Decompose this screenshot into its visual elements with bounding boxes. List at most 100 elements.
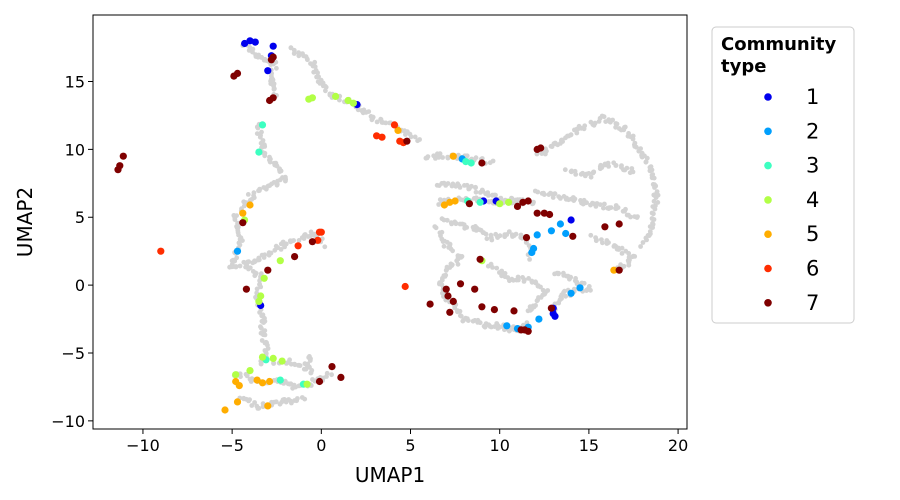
community-4-point xyxy=(276,257,284,265)
x-tick-label: 20 xyxy=(668,436,688,455)
background-point xyxy=(640,240,646,245)
background-point xyxy=(258,330,264,336)
background-point xyxy=(619,251,625,256)
legend-label-6: 6 xyxy=(806,257,819,281)
background-point xyxy=(649,216,655,221)
legend-title-line-2: type xyxy=(721,56,766,77)
community-1-point xyxy=(551,312,559,320)
background-point xyxy=(302,396,308,402)
legend-marker-3 xyxy=(764,161,772,170)
background-point xyxy=(604,241,610,246)
community-6-point xyxy=(294,242,302,250)
y-axis-ticks: −10 −5 0 5 10 15 xyxy=(51,73,93,431)
y-tick-label: −10 xyxy=(51,412,85,431)
community-4-point xyxy=(255,297,263,305)
background-point xyxy=(290,385,295,391)
community-6-point xyxy=(317,228,325,236)
background-point xyxy=(632,254,638,259)
background-point xyxy=(262,332,268,338)
background-point xyxy=(534,298,540,304)
background-point xyxy=(337,97,342,103)
community-7-point xyxy=(601,223,609,231)
background-point xyxy=(458,313,464,319)
background-point xyxy=(450,248,455,254)
x-axis-ticks: −10 −5 0 5 10 15 20 xyxy=(126,429,688,455)
community-7-point xyxy=(442,285,450,293)
background-point xyxy=(649,210,655,216)
community-7-point xyxy=(513,202,522,210)
background-point xyxy=(441,243,447,249)
community-2-point xyxy=(503,322,511,330)
background-point xyxy=(608,119,613,125)
background-point xyxy=(323,88,328,94)
background-point xyxy=(296,53,302,59)
community-6-point xyxy=(390,121,399,129)
community-7-point xyxy=(476,255,484,263)
legend: Community type 1 2 3 4 5 6 7 xyxy=(711,26,855,324)
background-point xyxy=(520,275,525,280)
background-point xyxy=(624,165,630,171)
background-point xyxy=(240,238,245,244)
community-7-point xyxy=(524,197,532,205)
background-point xyxy=(296,362,302,368)
background-point xyxy=(630,169,636,175)
legend-label-2: 2 xyxy=(806,119,819,143)
background-point xyxy=(273,243,279,249)
community-5-point xyxy=(610,266,618,274)
background-point xyxy=(494,265,500,271)
legend-marker-7 xyxy=(764,299,772,307)
community-7-point xyxy=(426,300,434,308)
background-point xyxy=(477,320,483,326)
background-point xyxy=(533,279,538,285)
background-point xyxy=(650,225,655,231)
background-point xyxy=(572,196,578,202)
background-point xyxy=(262,150,268,156)
background-point xyxy=(563,293,569,299)
y-tick-label: 5 xyxy=(75,208,85,227)
community-1-point xyxy=(567,216,575,224)
background-point xyxy=(582,123,588,129)
background-point xyxy=(588,174,594,180)
background-point xyxy=(591,169,597,175)
background-point xyxy=(455,261,461,267)
y-axis-label: UMAP2 xyxy=(13,187,37,257)
background-point xyxy=(305,361,311,367)
community-2-point xyxy=(556,220,565,228)
background-point xyxy=(568,275,573,280)
background-point xyxy=(323,84,329,90)
background-point xyxy=(308,229,314,235)
community-7-point xyxy=(242,285,250,293)
community-7-point xyxy=(537,144,545,152)
background-point xyxy=(626,251,632,256)
legend-label-3: 3 xyxy=(806,154,819,178)
background-point xyxy=(459,254,465,259)
background-point xyxy=(601,114,607,120)
community-6-point xyxy=(378,133,386,141)
community-6-point xyxy=(373,132,381,140)
background-point xyxy=(291,51,297,56)
background-point xyxy=(619,245,625,251)
background-point xyxy=(288,398,294,404)
background-point xyxy=(486,193,491,198)
community-7-point xyxy=(269,53,277,61)
background-point xyxy=(484,236,490,242)
background-point xyxy=(271,361,276,366)
background-point xyxy=(246,398,252,404)
background-point xyxy=(557,195,563,201)
community-7-point xyxy=(446,308,454,316)
background-point xyxy=(635,214,640,220)
background-point xyxy=(252,400,257,405)
background-point xyxy=(643,235,649,241)
background-point xyxy=(425,154,431,160)
background-point xyxy=(473,184,478,190)
background-point xyxy=(258,361,264,367)
background-point xyxy=(539,151,545,157)
background-point xyxy=(265,346,271,351)
background-point xyxy=(302,232,307,238)
y-tick-label: 15 xyxy=(65,73,85,92)
background-point xyxy=(261,185,267,190)
background-point xyxy=(496,324,502,330)
background-point xyxy=(443,268,449,273)
community-5-point xyxy=(266,377,274,386)
community-7-point xyxy=(615,220,623,228)
